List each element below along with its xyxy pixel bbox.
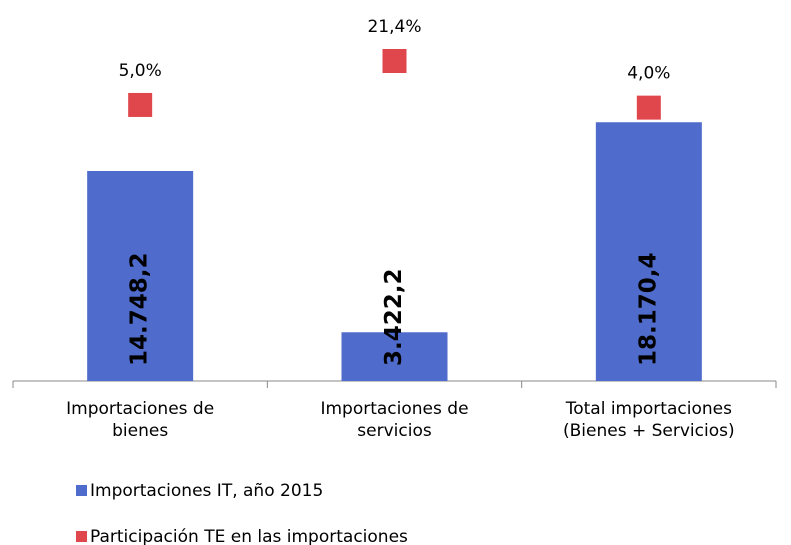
marker: [382, 49, 407, 74]
x-tick-label: Total importaciones (Bienes + Servicios): [563, 399, 735, 441]
marker: [128, 92, 153, 117]
x-tick-label: Importaciones de bienes: [66, 399, 215, 441]
bar-value-label: 18.170,4: [635, 253, 661, 367]
legend-label: Importaciones IT, año 2015: [90, 481, 323, 501]
bar-value-label: 14.748,2: [127, 253, 153, 367]
legend-label: Participación TE en las importaciones: [90, 527, 408, 545]
marker-value-label: 4,0%: [627, 64, 670, 84]
marker-value-label: 21,4%: [367, 17, 421, 37]
bar-value-label: 3.422,2: [381, 269, 407, 367]
legend-swatch: [76, 485, 87, 496]
bar: [595, 122, 702, 381]
legend-swatch: [76, 531, 87, 542]
x-tick-label: Importaciones de servicios: [320, 399, 469, 441]
marker: [636, 95, 661, 120]
marker-value-label: 5,0%: [119, 61, 162, 81]
bar: [341, 332, 448, 381]
bar: [87, 170, 194, 381]
